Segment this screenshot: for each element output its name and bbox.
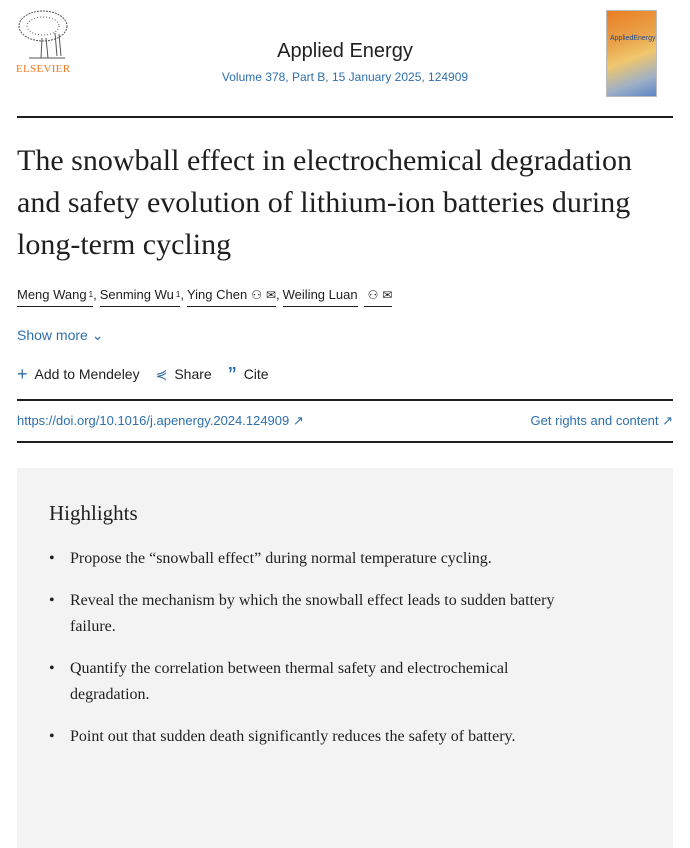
get-rights-link[interactable]: Get rights and content ↗ [530,413,673,428]
external-link-icon: ↗ [292,413,304,428]
add-to-mendeley-button[interactable]: + Add to Mendeley [17,364,140,384]
mail-icon: ✉ [265,288,277,302]
author-link[interactable]: Meng Wang 1 [17,286,94,307]
journal-header: ELSEVIER Applied Energy Volume 378, Part… [0,0,690,116]
highlights-section: Highlights Propose the “snowball effect”… [17,468,673,848]
external-link-icon: ↗ [662,413,673,428]
plus-icon: + [17,364,28,384]
author-link[interactable]: Weiling Luan [282,286,358,307]
elsevier-tree-logo[interactable] [15,8,77,63]
highlights-heading: Highlights [49,501,138,525]
article-links: https://doi.org/10.1016/j.apenergy.2024.… [17,401,673,441]
doi-link[interactable]: https://doi.org/10.1016/j.apenergy.2024.… [17,413,304,428]
list-item: Reveal the mechanism by which the snowba… [49,588,579,640]
journal-cover-image[interactable]: AppliedEnergy [606,10,657,97]
publisher-name: ELSEVIER [16,63,71,75]
list-item: Propose the “snowball effect” during nor… [49,546,579,572]
author-contact-icons[interactable]: ⚇ ✉ [363,286,393,307]
list-item: Quantify the correlation between thermal… [49,656,579,708]
cite-button[interactable]: ” Cite [227,364,269,384]
volume-link[interactable]: Volume 378, Part B, 15 January 2025, 124… [221,70,469,84]
divider [17,441,673,443]
author-link[interactable]: Senming Wu 1 [99,286,181,307]
author-list: Meng Wang 1, Senming Wu 1, Ying Chen ⚇ ✉, We… [17,286,673,307]
divider [17,116,673,118]
article-actions: + Add to Mendeley ⋞ Share ” Cite [17,363,673,385]
share-icon: ⋞ [155,366,168,382]
person-icon: ⚇ [251,288,262,302]
journal-title[interactable]: Applied Energy [277,40,413,62]
divider [17,399,673,401]
quote-icon: ” [227,364,237,384]
list-item: Point out that sudden death significantl… [49,724,579,750]
highlights-list: Propose the “snowball effect” during nor… [49,546,579,750]
author-link[interactable]: Ying Chen ⚇ ✉ [186,286,277,307]
person-icon: ⚇ [367,288,379,302]
mail-icon: ✉ [382,288,393,302]
share-button[interactable]: ⋞ Share [156,363,212,385]
chevron-down-icon: ⌄ [91,327,104,343]
article-title: The snowball effect in electrochemical d… [17,144,632,261]
article-header: The snowball effect in electrochemical d… [0,116,690,848]
show-more-button[interactable]: Show more ⌄ [17,327,104,343]
